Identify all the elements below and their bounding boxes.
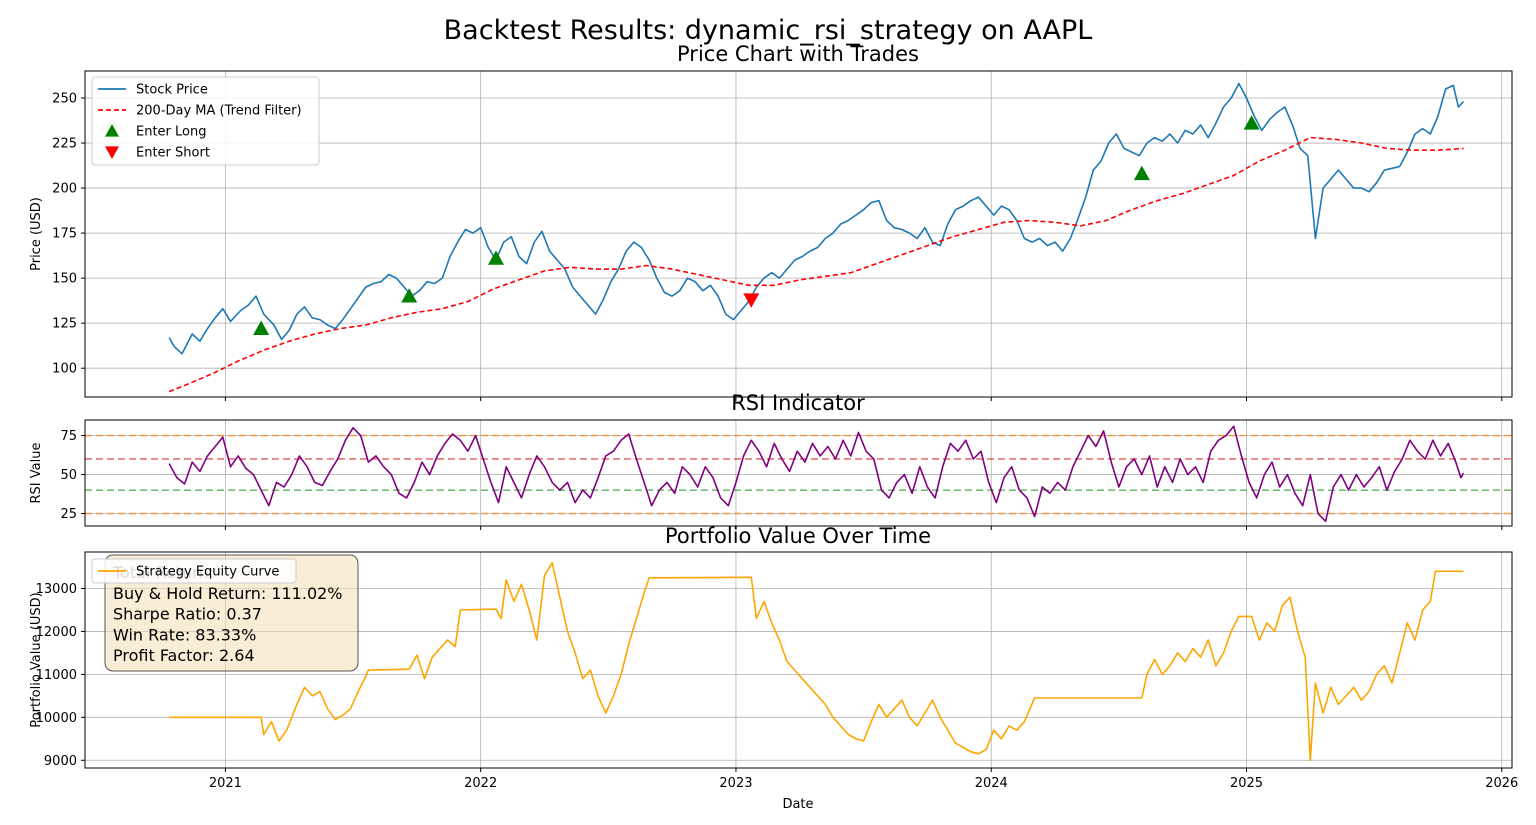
x-tick-label: 2026 (1485, 776, 1518, 791)
enter-short-marker (743, 293, 760, 308)
axes-frame (84, 551, 1513, 769)
legend-box (91, 76, 320, 166)
y-tick-label: 225 (52, 137, 77, 152)
enter-long-marker (487, 250, 504, 265)
rsi-panel: 25 50 75 RSI Indicator RSI Value (29, 391, 1513, 530)
y-tick-label: 250 (52, 92, 77, 107)
legend-swatch (105, 146, 119, 159)
grid (85, 71, 1512, 397)
legend-label: Enter Short (136, 146, 210, 161)
y-tick-label: 25 (60, 507, 77, 522)
legend-label: 200-Day MA (Trend Filter) (136, 104, 302, 119)
enter-long-marker (401, 288, 418, 303)
series-line-rsi (168, 425, 1465, 523)
stats-line: Sharpe Ratio: 0.37 (113, 605, 262, 624)
y-tick-label: 10000 (36, 711, 77, 726)
legend-label: Strategy Equity Curve (136, 565, 279, 580)
stats-line: Profit Factor: 2.64 (113, 646, 255, 665)
y-axis-label: Portfolio Value (USD) (29, 592, 44, 727)
enter-long-marker (253, 320, 270, 335)
y-tick-label: 50 (60, 468, 77, 483)
y-tick-label: 125 (52, 317, 77, 332)
y-tick-label: 9000 (44, 754, 77, 769)
y-tick-label: 13000 (36, 582, 77, 597)
x-tick-label: 2022 (464, 776, 497, 791)
panel-title: Portfolio Value Over Time (665, 524, 931, 548)
legend-label: Enter Long (136, 125, 206, 140)
series-line-strategy-equity-curve (169, 561, 1464, 762)
series-line-200-day-ma-trend-filter (168, 136, 1464, 393)
panel-title: RSI Indicator (731, 391, 865, 415)
y-axis-label: RSI Value (29, 443, 44, 504)
legend-box (91, 558, 297, 584)
y-tick-label: 100 (52, 362, 77, 377)
x-axis-label: Date (782, 797, 813, 812)
x-tick-label: 2024 (975, 776, 1008, 791)
y-tick-label: 150 (52, 272, 77, 287)
x-tick-label: 2025 (1230, 776, 1263, 791)
x-tick-label: 2023 (719, 776, 752, 791)
legend-label: Stock Price (136, 83, 208, 98)
price-panel: 100 125 150 175 200 225 250 Price Chart with Tr… (29, 42, 1513, 401)
x-tick-label: 2021 (209, 776, 242, 791)
axes-frame (84, 419, 1513, 527)
legend-swatch (105, 124, 119, 137)
portfolio-panel: 9000 10000 11000 12000 13000 2021 2022 2023 2024… (29, 524, 1518, 791)
y-tick-label: 75 (60, 429, 77, 444)
y-tick-label: 12000 (36, 625, 77, 640)
y-tick-label: 11000 (36, 668, 77, 683)
enter-long-marker (1243, 115, 1260, 130)
axes-frame (84, 70, 1513, 398)
y-tick-label: 200 (52, 182, 77, 197)
stats-line: Buy & Hold Return: 111.02% (113, 584, 343, 603)
series-line-stock-price (168, 82, 1465, 355)
panel-title: Price Chart with Trades (677, 42, 919, 66)
y-tick-label: 175 (52, 227, 77, 242)
enter-long-marker (1133, 165, 1150, 181)
stats-line: Win Rate: 83.33% (113, 625, 256, 644)
y-axis-label: Price (USD) (29, 197, 44, 271)
stats-box (104, 554, 359, 672)
figure-suptitle: Backtest Results: dynamic_rsi_strategy o… (444, 15, 1093, 46)
